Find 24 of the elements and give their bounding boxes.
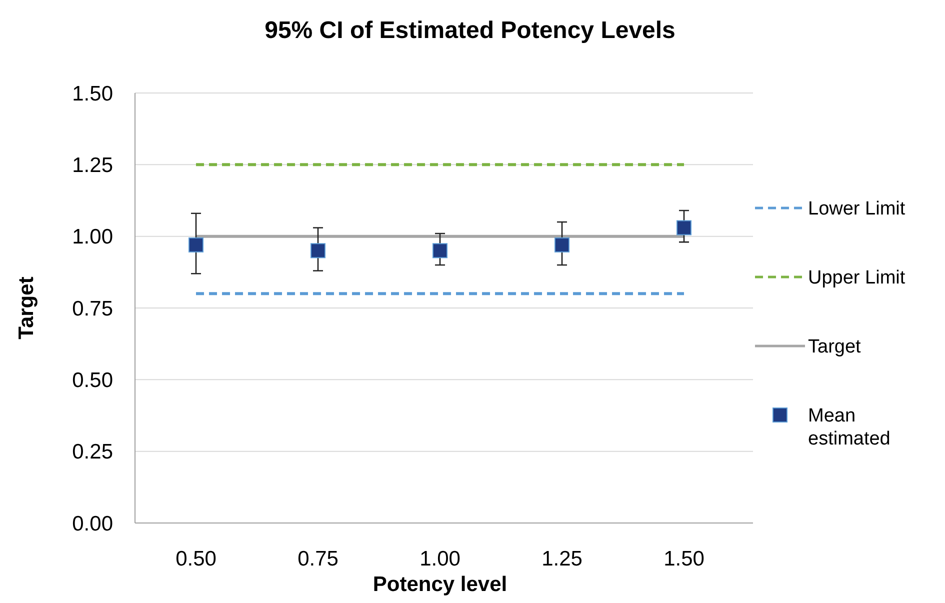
x-tick-label: 0.75 (298, 547, 338, 570)
x-tick-label: 1.25 (542, 547, 582, 570)
x-tick-label: 0.50 (176, 547, 216, 570)
y-tick-label: 0.50 (72, 369, 113, 392)
y-tick-label: 0.75 (72, 297, 113, 320)
legend-label: Lower Limit (808, 198, 906, 220)
point (554, 237, 570, 252)
x-tick-label: 1.50 (664, 547, 704, 570)
legend-label: Target (808, 336, 862, 358)
point (188, 237, 204, 252)
chart-title: 95% CI of Estimated Potency Levels (264, 17, 676, 44)
y-tick-label: 0.00 (72, 512, 113, 536)
y-axis-title: Target (15, 276, 38, 340)
legend-label: Upper Limit (808, 268, 906, 289)
point (432, 243, 448, 258)
y-tick-label: 0.25 (72, 440, 113, 464)
x-tick-label: 1.00 (420, 547, 460, 570)
legend-label: Mean estimated (808, 406, 890, 450)
y-tick-label: 1.50 (72, 82, 113, 106)
point (676, 220, 692, 236)
y-tick-label: 1.25 (72, 154, 113, 178)
x-axis-title: Potency level (372, 573, 508, 596)
y-tick-label: 1.00 (72, 226, 113, 249)
point (310, 243, 326, 258)
